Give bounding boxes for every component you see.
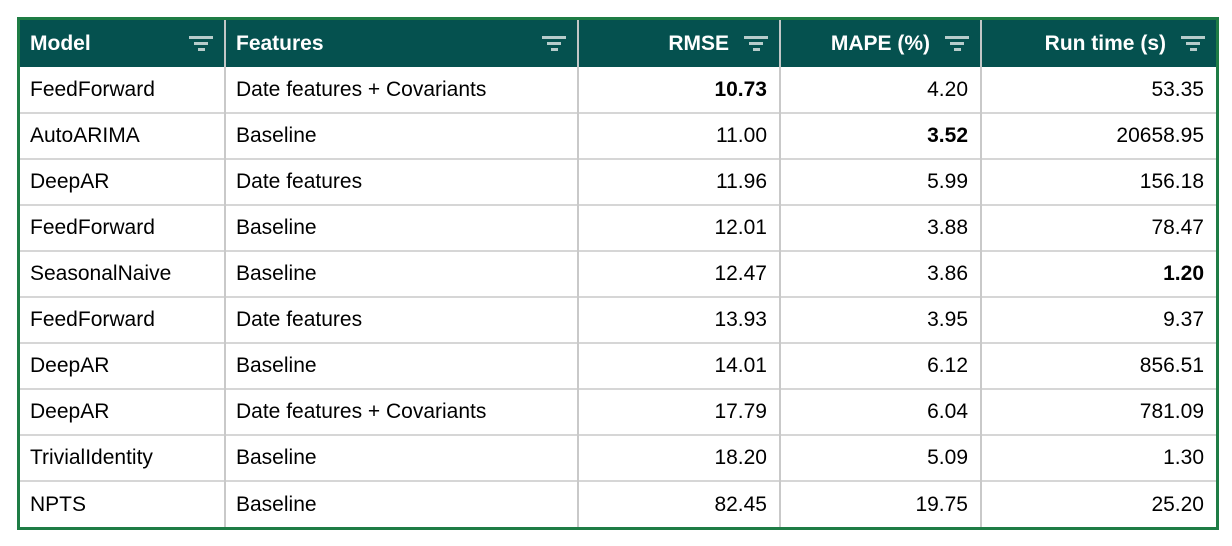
- column-header-mape: MAPE (%): [780, 20, 982, 67]
- model-cell: FeedForward: [20, 296, 226, 343]
- model-cell: DeepAR: [20, 388, 226, 435]
- mape-cell: 6.12: [780, 342, 982, 389]
- model-cell: FeedForward: [20, 67, 226, 113]
- mape-cell: 3.52: [780, 112, 982, 159]
- filter-icon[interactable]: [188, 35, 214, 53]
- benchmark-results-table: Model Features RMSE: [20, 20, 1216, 527]
- filter-icon[interactable]: [1180, 35, 1206, 53]
- features-cell: Baseline: [225, 250, 579, 297]
- features-cell: Date features: [225, 296, 579, 343]
- mape-cell: 5.09: [780, 434, 982, 481]
- table-row: DeepAR Baseline 14.01 6.12 856.51: [20, 342, 1216, 389]
- runtime-cell: 20658.95: [981, 112, 1216, 159]
- features-cell: Date features + Covariants: [225, 388, 579, 435]
- table-row: AutoARIMA Baseline 11.00 3.52 20658.95: [20, 112, 1216, 159]
- rmse-cell: 10.73: [578, 67, 781, 113]
- column-header-label: Features: [236, 31, 324, 55]
- features-cell: Baseline: [225, 342, 579, 389]
- model-cell: FeedForward: [20, 204, 226, 251]
- model-cell: SeasonalNaive: [20, 250, 226, 297]
- model-cell: DeepAR: [20, 158, 226, 205]
- table-row: TrivialIdentity Baseline 18.20 5.09 1.30: [20, 434, 1216, 481]
- column-header-label: Model: [30, 31, 91, 55]
- features-cell: Date features: [225, 158, 579, 205]
- table-row: FeedForward Date features 13.93 3.95 9.3…: [20, 296, 1216, 343]
- rmse-cell: 11.96: [578, 158, 781, 205]
- mape-cell: 3.86: [780, 250, 982, 297]
- features-cell: Baseline: [225, 204, 579, 251]
- runtime-cell: 1.20: [981, 250, 1216, 297]
- rmse-cell: 18.20: [578, 434, 781, 481]
- runtime-cell: 156.18: [981, 158, 1216, 205]
- rmse-cell: 12.01: [578, 204, 781, 251]
- mape-cell: 5.99: [780, 158, 982, 205]
- table-row: DeepAR Date features 11.96 5.99 156.18: [20, 158, 1216, 205]
- runtime-cell: 53.35: [981, 67, 1216, 113]
- table-row: FeedForward Date features + Covariants 1…: [20, 67, 1216, 113]
- filter-icon[interactable]: [743, 35, 769, 53]
- mape-cell: 3.95: [780, 296, 982, 343]
- model-cell: DeepAR: [20, 342, 226, 389]
- runtime-cell: 25.20: [981, 480, 1216, 527]
- runtime-cell: 9.37: [981, 296, 1216, 343]
- features-cell: Baseline: [225, 480, 579, 527]
- results-table-container: Model Features RMSE: [17, 17, 1219, 530]
- column-header-label: RMSE: [668, 31, 729, 55]
- mape-cell: 3.88: [780, 204, 982, 251]
- column-header-label: Run time (s): [1044, 31, 1166, 55]
- column-header-rmse: RMSE: [578, 20, 781, 67]
- features-cell: Date features + Covariants: [225, 67, 579, 113]
- rmse-cell: 11.00: [578, 112, 781, 159]
- rmse-cell: 17.79: [578, 388, 781, 435]
- rmse-cell: 13.93: [578, 296, 781, 343]
- mape-cell: 19.75: [780, 480, 982, 527]
- runtime-cell: 781.09: [981, 388, 1216, 435]
- table-row: NPTS Baseline 82.45 19.75 25.20: [20, 480, 1216, 527]
- rmse-cell: 82.45: [578, 480, 781, 527]
- model-cell: AutoARIMA: [20, 112, 226, 159]
- mape-cell: 4.20: [780, 67, 982, 113]
- table-row: DeepAR Date features + Covariants 17.79 …: [20, 388, 1216, 435]
- model-cell: TrivialIdentity: [20, 434, 226, 481]
- mape-cell: 6.04: [780, 388, 982, 435]
- rmse-cell: 14.01: [578, 342, 781, 389]
- runtime-cell: 856.51: [981, 342, 1216, 389]
- model-cell: NPTS: [20, 480, 226, 527]
- table-row: SeasonalNaive Baseline 12.47 3.86 1.20: [20, 250, 1216, 297]
- features-cell: Baseline: [225, 434, 579, 481]
- column-header-runtime: Run time (s): [981, 20, 1216, 67]
- runtime-cell: 78.47: [981, 204, 1216, 251]
- rmse-cell: 12.47: [578, 250, 781, 297]
- table-row: FeedForward Baseline 12.01 3.88 78.47: [20, 204, 1216, 251]
- header-row: Model Features RMSE: [20, 20, 1216, 67]
- features-cell: Baseline: [225, 112, 579, 159]
- filter-icon[interactable]: [541, 35, 567, 53]
- column-header-label: MAPE (%): [830, 31, 930, 55]
- filter-icon[interactable]: [944, 35, 970, 53]
- column-header-features: Features: [225, 20, 579, 67]
- runtime-cell: 1.30: [981, 434, 1216, 481]
- column-header-model: Model: [20, 20, 226, 67]
